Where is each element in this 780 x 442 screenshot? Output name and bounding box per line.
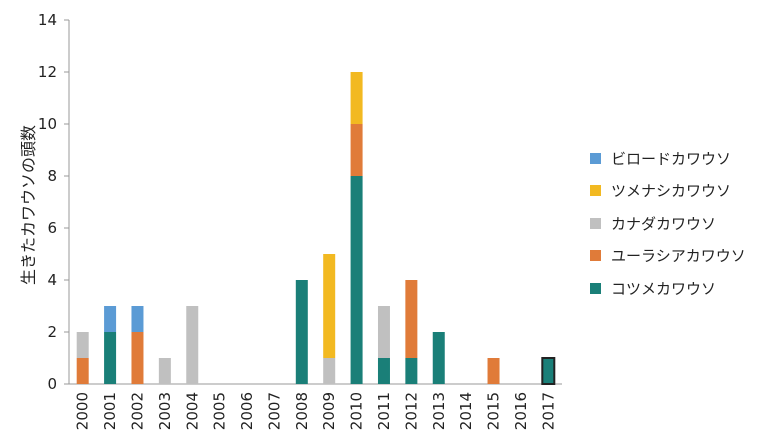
bar-segment bbox=[432, 332, 445, 384]
legend-swatch bbox=[590, 185, 601, 197]
x-tick-label: 2017 bbox=[539, 392, 557, 430]
legend-item: ツメナシカワウソ bbox=[590, 175, 746, 208]
legend-item: ユーラシアカワウソ bbox=[590, 240, 746, 273]
y-tick-label: 2 bbox=[47, 323, 57, 341]
bar-segment bbox=[350, 124, 363, 176]
bar-segment bbox=[405, 280, 418, 358]
bar-segment bbox=[323, 254, 336, 358]
x-tick-label: 2010 bbox=[348, 392, 366, 430]
x-tick-label: 2011 bbox=[375, 392, 393, 430]
legend-item: カナダカワウソ bbox=[590, 207, 746, 240]
x-tick-label: 2004 bbox=[183, 392, 201, 430]
y-tick-label: 14 bbox=[38, 11, 57, 29]
bar-segment bbox=[295, 280, 308, 384]
x-tick-label: 2014 bbox=[457, 392, 475, 430]
legend-label: ユーラシアカワウソ bbox=[611, 247, 746, 266]
bar-segment bbox=[104, 306, 117, 332]
y-tick-label: 8 bbox=[47, 167, 57, 185]
axes bbox=[64, 19, 562, 385]
x-tick-label: 2002 bbox=[128, 392, 146, 430]
y-tick-labels: 0 2 4 6 8 10 12 14 bbox=[38, 11, 57, 393]
bar-segment bbox=[323, 358, 336, 384]
legend: ビロードカワウソ ツメナシカワウソ カナダカワウソユーラシアカワウソ コツメカワウソ bbox=[590, 142, 746, 305]
legend-item: コツメカワウソ bbox=[590, 272, 746, 305]
x-tick-label: 2008 bbox=[293, 392, 311, 430]
y-tick-label: 0 bbox=[47, 375, 57, 393]
bar-segment bbox=[131, 306, 144, 332]
x-tick-label: 2000 bbox=[74, 392, 92, 430]
x-tick-label: 2013 bbox=[430, 392, 448, 430]
bar-segment bbox=[131, 332, 144, 384]
x-tick-labels: 2000 2001 2002 2003 2004 2005 2006 2007 2008 2009… bbox=[74, 392, 558, 430]
legend-swatch bbox=[590, 282, 601, 294]
x-tick-label: 2015 bbox=[485, 392, 503, 430]
x-tick-label: 2007 bbox=[265, 392, 283, 430]
y-tick-label: 12 bbox=[38, 63, 57, 81]
bar-segment bbox=[541, 357, 556, 385]
bar-segment bbox=[76, 358, 89, 384]
bar-segment bbox=[377, 306, 390, 358]
bar-segment bbox=[377, 358, 390, 384]
legend-label: カナダカワウソ bbox=[611, 214, 717, 233]
legend-item: ビロードカワウソ bbox=[590, 142, 746, 175]
bar-segment bbox=[405, 358, 418, 384]
x-tick-label: 2006 bbox=[238, 392, 256, 430]
bars bbox=[76, 72, 556, 385]
x-tick-label: 2001 bbox=[101, 392, 119, 430]
y-tick-label: 4 bbox=[47, 271, 57, 289]
legend-label: ツメナシカワウソ bbox=[611, 182, 732, 201]
y-tick-label: 6 bbox=[47, 219, 57, 237]
legend-swatch bbox=[590, 250, 601, 262]
x-tick-label: 2005 bbox=[211, 392, 229, 430]
bar-segment bbox=[350, 72, 363, 124]
bar-segment bbox=[487, 358, 500, 384]
bar-segment bbox=[350, 176, 363, 384]
x-tick-label: 2009 bbox=[320, 392, 338, 430]
legend-label: ビロードカワウソ bbox=[611, 149, 732, 168]
bar-segment bbox=[104, 332, 117, 384]
bar-segment bbox=[158, 358, 171, 384]
bar-segment bbox=[186, 306, 199, 384]
bar-segment bbox=[76, 332, 89, 358]
x-tick-label: 2016 bbox=[512, 392, 530, 430]
y-axis-label: 生きたカワウソの頭数 bbox=[19, 125, 38, 285]
legend-label: コツメカワウソ bbox=[611, 279, 717, 298]
y-tick-label: 10 bbox=[38, 115, 57, 133]
x-tick-label: 2003 bbox=[156, 392, 174, 430]
x-tick-label: 2012 bbox=[402, 392, 420, 430]
legend-swatch bbox=[590, 217, 601, 229]
legend-swatch bbox=[590, 152, 601, 164]
